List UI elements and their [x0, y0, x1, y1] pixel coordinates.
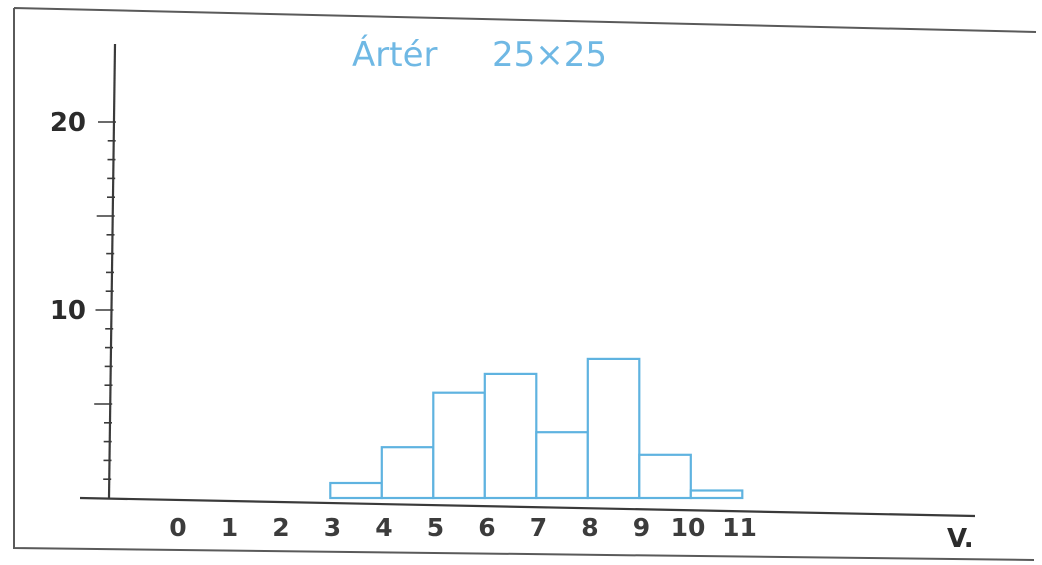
- x-tick-label: 6: [478, 513, 495, 542]
- x-tick-label: 5: [427, 513, 444, 542]
- photo-frame: [13, 7, 1037, 561]
- bar-10-11: [689, 489, 744, 500]
- x-tick-label: 8: [581, 513, 598, 542]
- chart-subtitle: 25×25: [492, 35, 607, 75]
- x-axis: [79, 496, 976, 518]
- x-tick-label: 4: [375, 513, 392, 542]
- x-tick-label: 1: [221, 513, 238, 542]
- bar-8-9: [586, 357, 641, 500]
- bar-5-6: [432, 391, 486, 500]
- bar-7-8: [535, 431, 589, 500]
- y-tick-label: 20: [50, 108, 86, 138]
- bar-4-5: [380, 446, 435, 500]
- x-tick-label: 3: [324, 513, 341, 542]
- x-tick-label: 0: [169, 513, 186, 542]
- chart-title: Ártér: [352, 34, 437, 75]
- x-tick-label: 11: [722, 513, 757, 542]
- bar-6-7: [483, 372, 538, 500]
- y-axis: [107, 43, 117, 499]
- bar-3-4: [329, 481, 383, 500]
- y-tick-label: 10: [50, 296, 86, 326]
- x-tick-label: 9: [633, 513, 650, 542]
- bar-9-10: [638, 453, 692, 500]
- x-tick-label: 2: [272, 513, 289, 542]
- x-axis-label: V.: [947, 524, 974, 554]
- bars-group: [329, 357, 744, 500]
- x-tick-labels: 0 1 2 3 4 5 6 7 8 9 10 11: [169, 513, 757, 542]
- y-ticks-group: 10 20: [50, 108, 116, 481]
- x-tick-label: 10: [671, 513, 706, 542]
- x-tick-label: 7: [530, 513, 547, 542]
